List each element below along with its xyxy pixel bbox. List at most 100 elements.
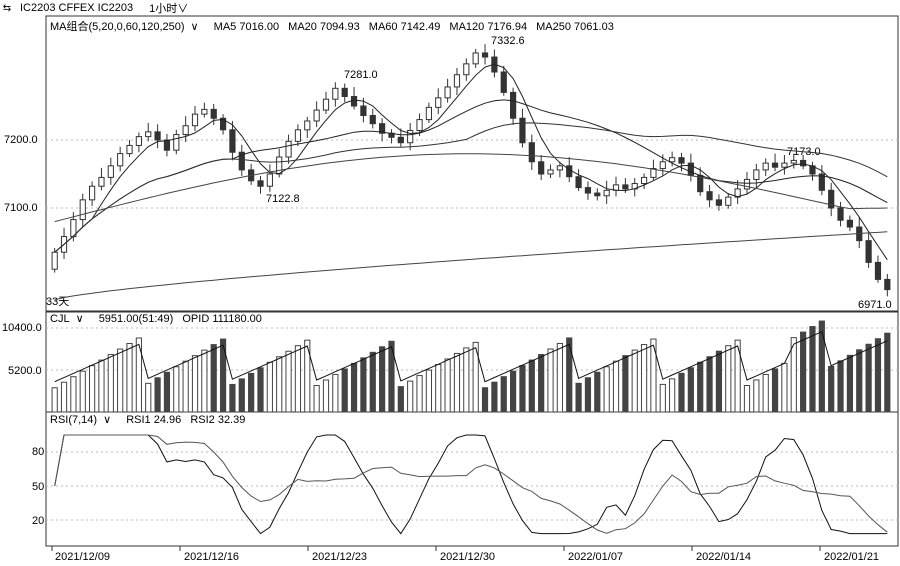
- rsi-lines: [54, 434, 888, 535]
- rsi-tick-20: 20: [32, 515, 44, 527]
- candle: [89, 185, 96, 201]
- candle: [238, 151, 245, 171]
- ma250-value: MA250 7061.03: [536, 21, 614, 33]
- candle: [594, 192, 601, 197]
- candle: [463, 63, 470, 76]
- candle: [276, 156, 283, 175]
- rsi-selector[interactable]: RSI(7,14) ∨: [50, 414, 117, 426]
- chevron-down-icon: ∨: [190, 21, 199, 33]
- volume-bar: [650, 338, 657, 413]
- candle: [650, 168, 657, 178]
- candle: [715, 199, 723, 206]
- candle: [771, 162, 779, 168]
- candle: [584, 187, 592, 194]
- volume-bar: [706, 356, 713, 413]
- volume-legend: CJL ∨ 5951.00(51:49) OPID 111180.00: [50, 312, 268, 326]
- candle: [350, 95, 358, 107]
- period-selector[interactable]: 1小时∨: [149, 0, 188, 16]
- candle: [659, 161, 666, 170]
- cjl-selector[interactable]: CJL ∨: [50, 313, 90, 325]
- volume-value: 5951.00(51:49): [98, 313, 174, 325]
- volume-bar: [715, 350, 723, 413]
- candle: [182, 125, 189, 136]
- candle: [163, 139, 171, 151]
- volume-bar: [322, 379, 330, 413]
- volume-bar: [416, 375, 423, 413]
- candle: [753, 169, 760, 180]
- candle: [126, 144, 133, 155]
- volume-bar: [285, 350, 292, 413]
- candle: [846, 219, 853, 228]
- volume-bar: [678, 372, 685, 413]
- ma120-line: [54, 153, 888, 223]
- chevron-down-icon: ∨: [75, 313, 84, 325]
- ma20-line: [54, 99, 888, 253]
- ma5-value: MA5 7016.00: [213, 21, 280, 33]
- ma-combo-selector[interactable]: MA组合(5,20,0,60,120,250) ∨: [50, 21, 205, 33]
- volume-bar: [734, 339, 741, 413]
- swap-icon[interactable]: ⇆: [2, 2, 12, 14]
- volume-bar: [79, 370, 86, 413]
- candle: [669, 157, 676, 163]
- volume-bar: [379, 346, 386, 413]
- volume-bar: [828, 365, 835, 413]
- rsi-tick-50: 50: [32, 481, 44, 493]
- date-label: 2022/01/14: [696, 551, 751, 563]
- volume-bar: [659, 383, 666, 413]
- candle: [622, 184, 629, 190]
- volume-bar: [229, 383, 236, 413]
- date-label: 2021/12/09: [55, 551, 110, 563]
- candle: [837, 207, 844, 221]
- volume-bar: [865, 343, 872, 413]
- candle: [706, 191, 713, 201]
- volume-ma-line: [54, 331, 888, 383]
- cjl-label: CJL: [50, 313, 70, 325]
- volume-bar: [219, 338, 227, 413]
- candle: [229, 129, 236, 153]
- moving-averages: [54, 63, 888, 301]
- volume-bar: [725, 345, 732, 413]
- volume-bar: [350, 362, 358, 413]
- volume-bar: [538, 354, 545, 413]
- volume-bar: [547, 348, 554, 413]
- volume-bar: [89, 365, 96, 413]
- rsi-legend: RSI(7,14) ∨ RSI1 24.96 RSI2 32.39: [50, 413, 251, 427]
- volume-bar: [60, 381, 68, 413]
- candle: [341, 87, 348, 97]
- corner-label: 33天: [46, 296, 69, 308]
- chevron-down-icon: ∨: [103, 414, 112, 426]
- ma120-value: MA120 7176.94: [449, 21, 528, 33]
- candle: [519, 117, 526, 144]
- candle: [257, 180, 264, 187]
- volume-bar: [135, 337, 142, 413]
- candle: [397, 136, 404, 144]
- date-label: 2021/12/23: [312, 551, 367, 563]
- candle: [285, 140, 292, 158]
- volume-bar: [369, 351, 376, 413]
- volume-bar: [697, 361, 704, 413]
- symbol-label[interactable]: IC2203 CFFEX IC2203: [20, 2, 134, 14]
- ma60-line: [54, 122, 888, 253]
- volume-bar: [519, 365, 526, 413]
- volume-bar: [687, 367, 694, 413]
- volume-bar: [341, 368, 348, 413]
- volume-bar: [313, 385, 320, 413]
- date-label: 2021/12/16: [184, 551, 239, 563]
- annotation-local-low: 7122.8: [266, 193, 300, 205]
- candle: [547, 169, 554, 175]
- candle: [117, 153, 124, 167]
- candles: [51, 44, 891, 297]
- volume-bar: [556, 342, 563, 413]
- volume-bar: [163, 371, 171, 413]
- candle: [781, 162, 788, 168]
- ma60-value: MA60 7142.49: [368, 21, 441, 33]
- volume-bar: [640, 344, 648, 413]
- candle: [566, 165, 573, 178]
- rsi1-line: [54, 434, 888, 535]
- volume-bar: [154, 377, 161, 413]
- candle: [51, 251, 58, 270]
- volume-bar: [98, 359, 105, 413]
- volume-bar: [407, 380, 414, 413]
- candle: [500, 71, 507, 93]
